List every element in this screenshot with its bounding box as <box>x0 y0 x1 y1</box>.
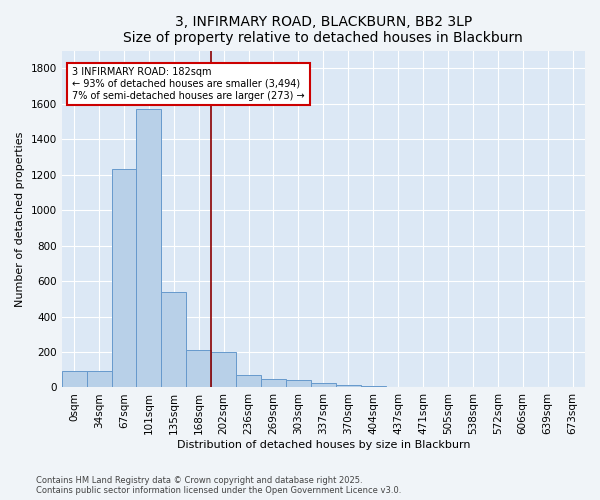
Bar <box>386 386 410 388</box>
Text: 3 INFIRMARY ROAD: 182sqm
← 93% of detached houses are smaller (3,494)
7% of semi: 3 INFIRMARY ROAD: 182sqm ← 93% of detach… <box>72 68 305 100</box>
Bar <box>261 378 286 388</box>
Bar <box>460 387 485 388</box>
Bar <box>436 387 460 388</box>
Bar <box>62 372 86 388</box>
Bar <box>186 350 211 388</box>
Text: Contains HM Land Registry data © Crown copyright and database right 2025.
Contai: Contains HM Land Registry data © Crown c… <box>36 476 401 495</box>
Bar <box>136 109 161 388</box>
Bar <box>86 372 112 388</box>
Y-axis label: Number of detached properties: Number of detached properties <box>15 132 25 306</box>
X-axis label: Distribution of detached houses by size in Blackburn: Distribution of detached houses by size … <box>176 440 470 450</box>
Bar <box>410 386 436 388</box>
Bar <box>311 383 336 388</box>
Bar <box>286 380 311 388</box>
Title: 3, INFIRMARY ROAD, BLACKBURN, BB2 3LP
Size of property relative to detached hous: 3, INFIRMARY ROAD, BLACKBURN, BB2 3LP Si… <box>124 15 523 45</box>
Bar <box>211 352 236 388</box>
Bar <box>336 385 361 388</box>
Bar <box>112 170 136 388</box>
Bar <box>236 375 261 388</box>
Bar <box>161 292 186 388</box>
Bar <box>361 386 386 388</box>
